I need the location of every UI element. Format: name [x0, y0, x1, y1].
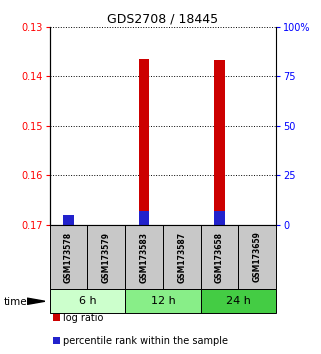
Bar: [63, 215, 74, 225]
Bar: [125, 225, 163, 289]
Text: 24 h: 24 h: [226, 296, 251, 306]
Bar: [201, 289, 276, 313]
Polygon shape: [27, 298, 45, 304]
Text: time: time: [3, 297, 27, 307]
Bar: [50, 289, 125, 313]
Text: GSM173659: GSM173659: [253, 232, 262, 282]
Bar: [50, 225, 87, 289]
Bar: [214, 60, 225, 225]
Bar: [163, 225, 201, 289]
Bar: [63, 217, 74, 225]
Text: GSM173587: GSM173587: [177, 232, 186, 282]
Bar: [139, 211, 149, 225]
Text: percentile rank within the sample: percentile rank within the sample: [63, 336, 228, 346]
Text: GSM173583: GSM173583: [140, 232, 149, 282]
Text: GSM173579: GSM173579: [102, 232, 111, 282]
Bar: [201, 225, 238, 289]
Bar: [214, 211, 225, 225]
Bar: [139, 59, 149, 225]
Text: 12 h: 12 h: [151, 296, 175, 306]
Title: GDS2708 / 18445: GDS2708 / 18445: [107, 12, 219, 25]
Text: log ratio: log ratio: [63, 313, 104, 323]
Text: 6 h: 6 h: [79, 296, 96, 306]
Text: GSM173578: GSM173578: [64, 232, 73, 282]
Bar: [125, 289, 201, 313]
Bar: [238, 225, 276, 289]
Bar: [87, 225, 125, 289]
Text: GSM173658: GSM173658: [215, 232, 224, 282]
